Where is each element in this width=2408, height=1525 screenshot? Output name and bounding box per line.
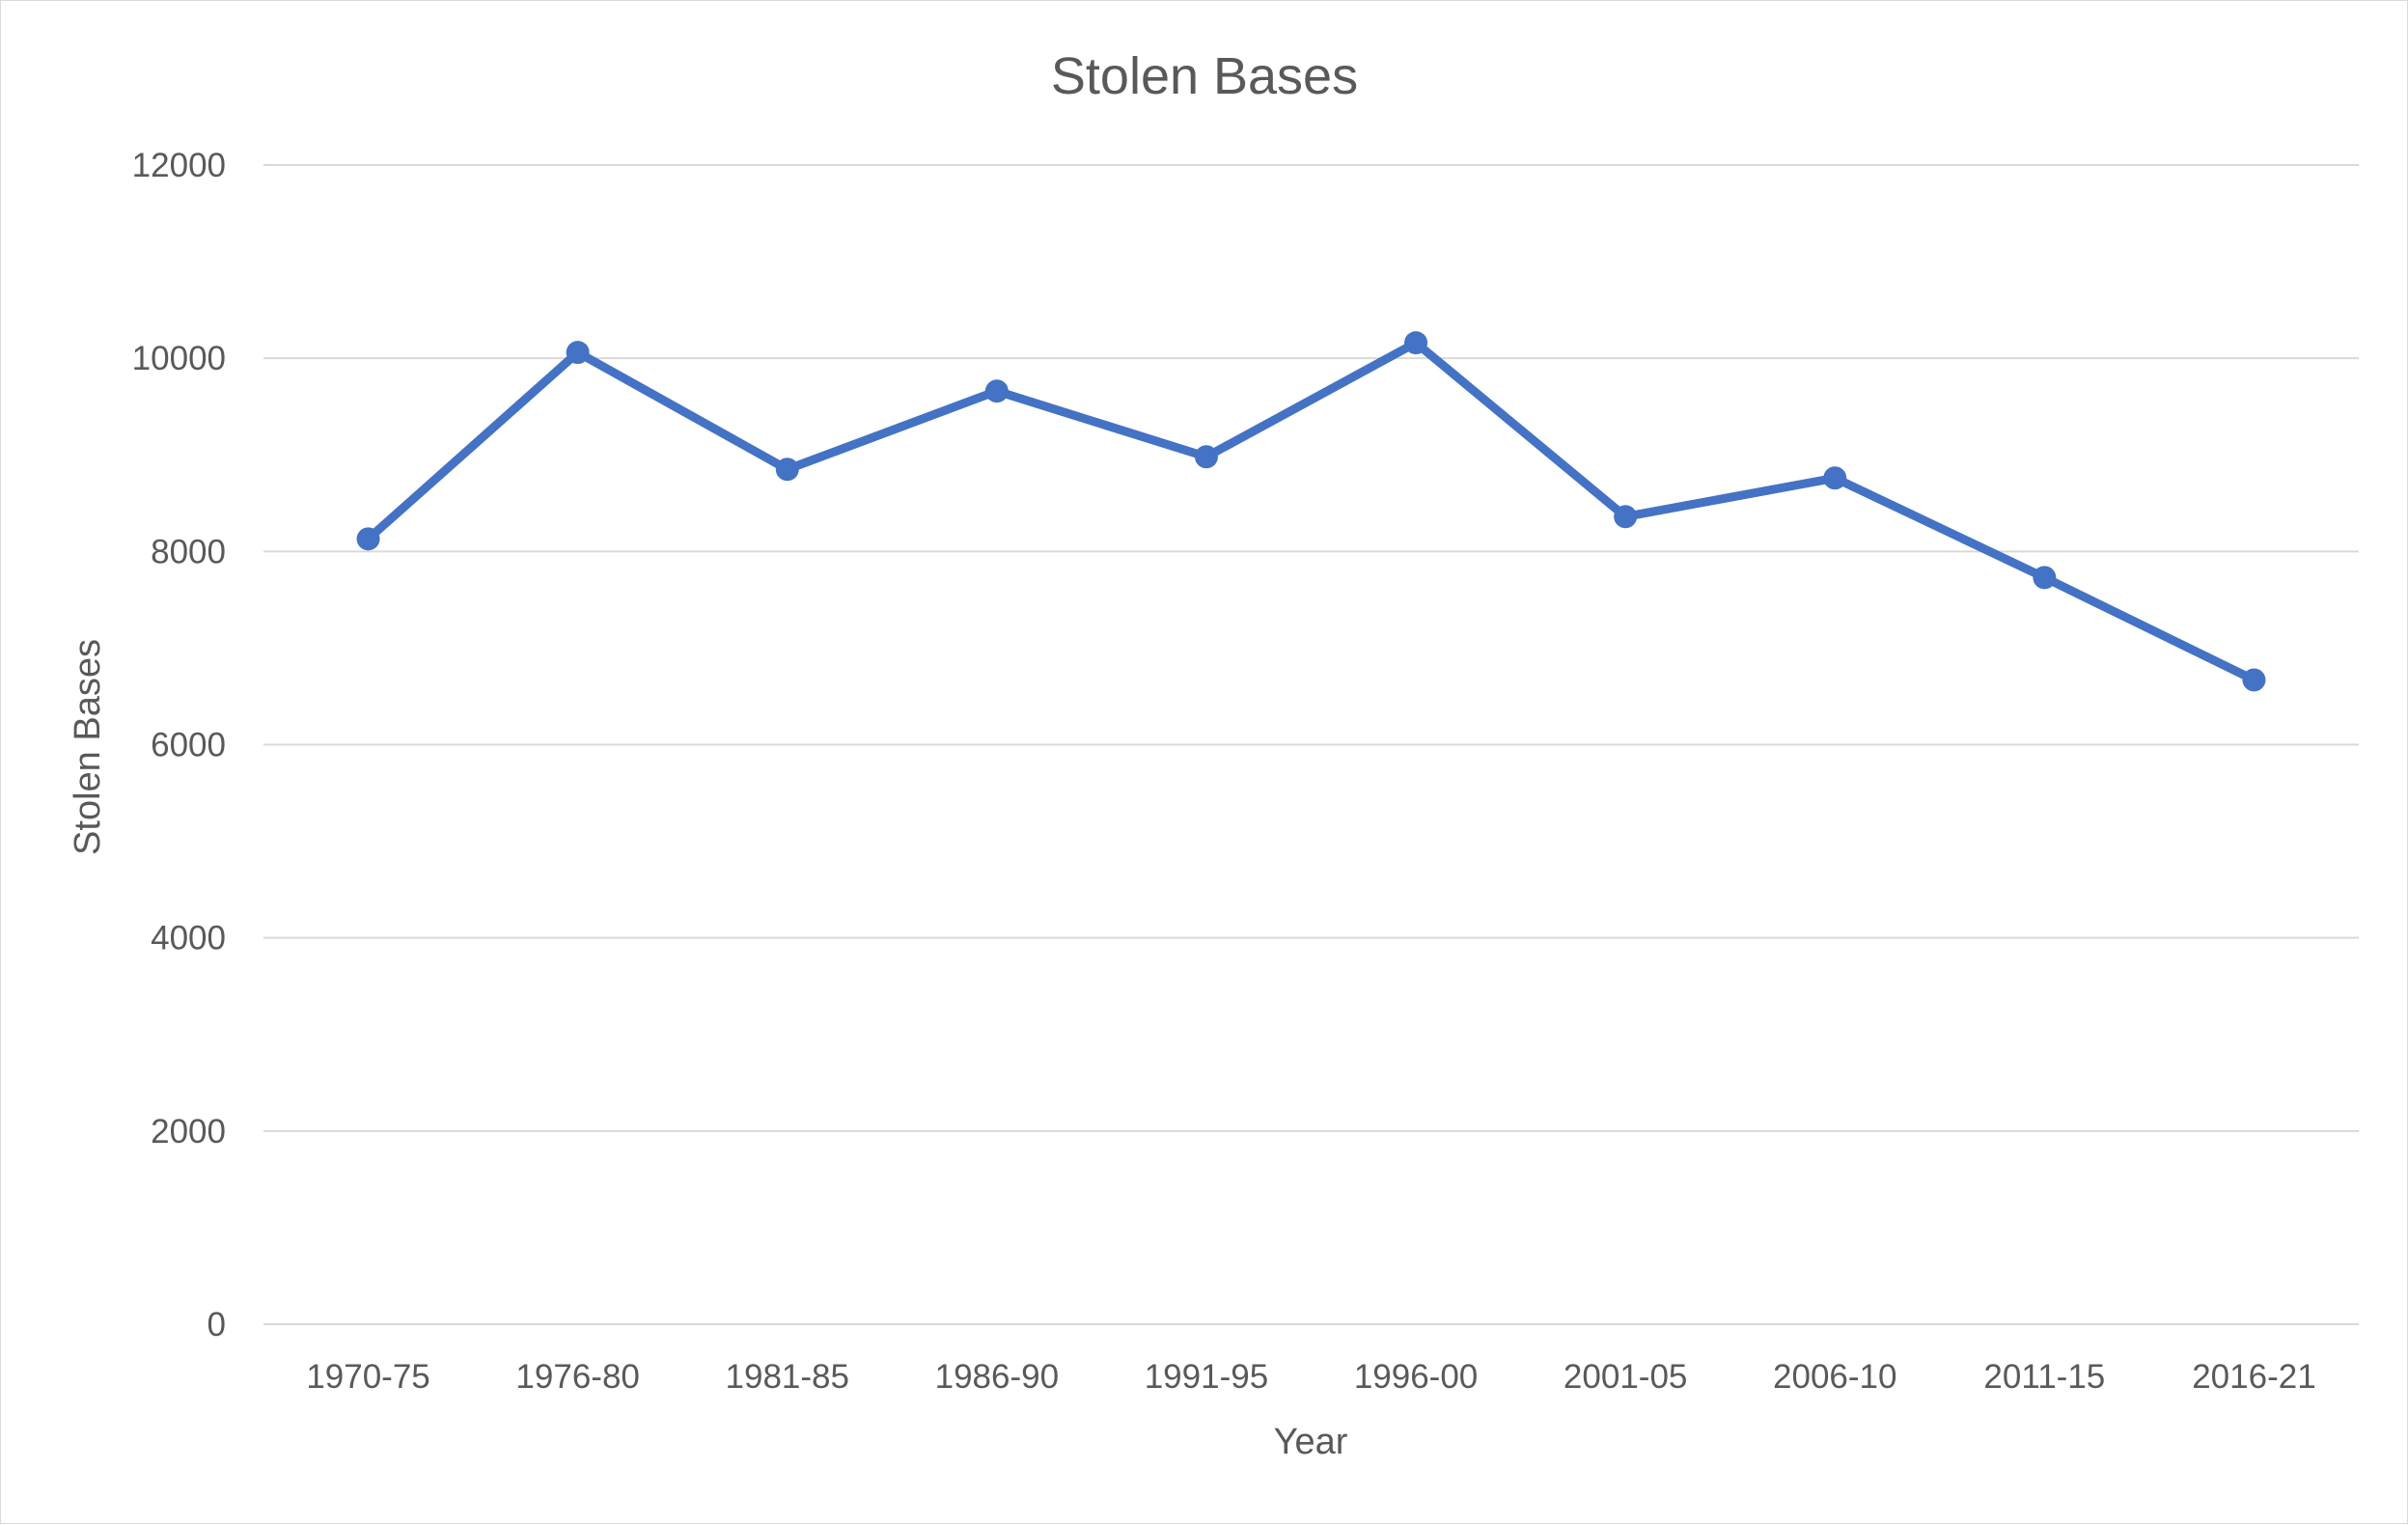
x-axis-title: Year: [1274, 1422, 1348, 1462]
data-point: [356, 527, 380, 551]
data-series: [356, 331, 2266, 692]
x-tick-label: 1970-75: [306, 1358, 429, 1396]
data-point: [1614, 505, 1638, 529]
x-tick-label: 2011-15: [1983, 1358, 2105, 1396]
y-tick-label: 12000: [132, 147, 226, 184]
data-point: [1823, 466, 1847, 490]
x-tick-label: 1981-85: [726, 1358, 849, 1396]
data-point: [2033, 566, 2057, 590]
y-tick-label: 4000: [151, 920, 226, 957]
y-tick-label: 2000: [151, 1113, 226, 1151]
y-tick-label: 6000: [151, 727, 226, 764]
data-point: [775, 458, 799, 482]
x-tick-label: 2016-21: [2192, 1358, 2315, 1396]
x-tick-label: 2006-10: [1773, 1358, 1896, 1396]
y-axis-title: Stolen Bases: [68, 639, 108, 855]
series-line: [364, 338, 2258, 684]
x-tick-label: 1986-90: [935, 1358, 1059, 1396]
data-point: [984, 379, 1009, 403]
y-axis-tick-labels: 0 2000 4000 6000 8000 10000 12000: [132, 147, 226, 1344]
x-tick-label: 1976-80: [515, 1358, 639, 1396]
x-tick-label: 1991-95: [1145, 1358, 1268, 1396]
x-axis-tick-labels: 1970-75 1976-80 1981-85 1986-90 1991-95 1996-…: [306, 1358, 2315, 1396]
y-tick-label: 0: [208, 1306, 226, 1344]
gridlines: [263, 164, 2359, 1325]
data-point: [1404, 331, 1428, 355]
y-tick-label: 10000: [132, 340, 226, 377]
y-tick-label: 8000: [151, 533, 226, 570]
x-tick-label: 1996-00: [1354, 1358, 1478, 1396]
data-point: [2242, 668, 2266, 692]
x-tick-label: 2001-05: [1564, 1358, 1687, 1396]
chart-title: Stolen Bases: [1051, 47, 1358, 105]
data-point: [566, 341, 590, 365]
data-point: [1194, 445, 1218, 469]
